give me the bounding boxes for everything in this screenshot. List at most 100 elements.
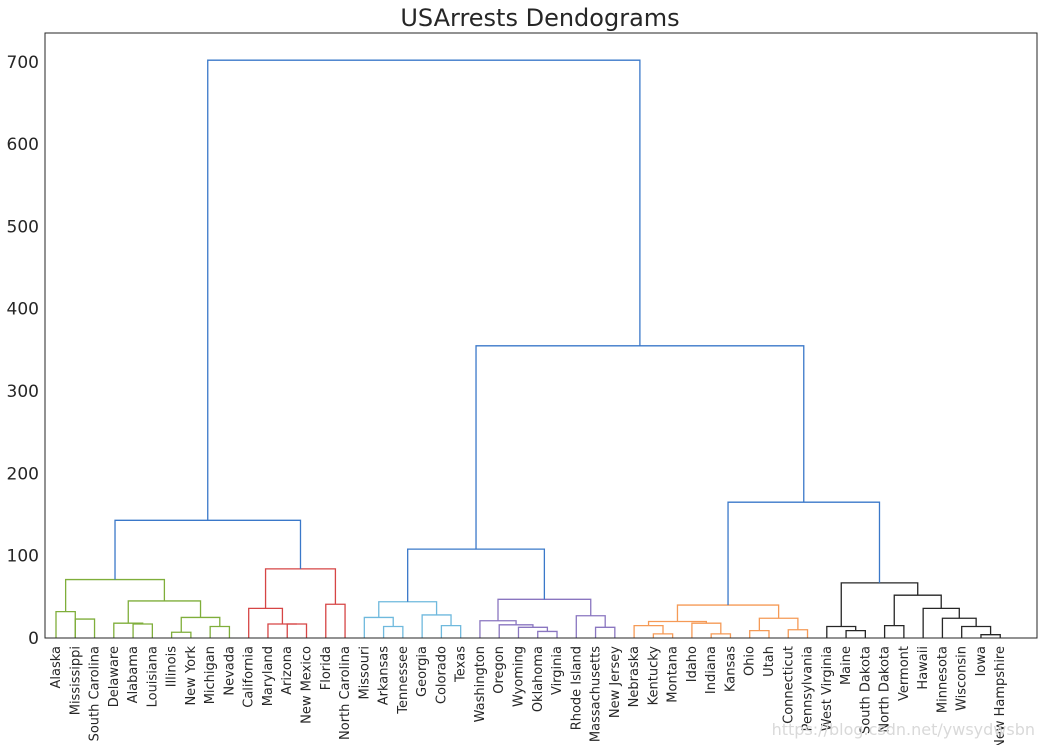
dendrogram-link (676, 604, 780, 622)
leaf-label: Delaware (107, 646, 122, 707)
leaf-label: Tennessee (396, 646, 411, 715)
leaf-label: Rhode Island (569, 646, 584, 730)
dendrogram-link (264, 568, 337, 609)
leaf-label: South Dakota (858, 646, 873, 734)
y-tick-label: 500 (7, 217, 39, 237)
y-tick-label: 600 (7, 135, 39, 155)
leaf-label: Georgia (415, 646, 430, 697)
leaf-label: Alaska (49, 646, 64, 689)
plot-frame (44, 32, 1038, 639)
dendrogram-link (727, 501, 881, 606)
dendrogram-link (180, 616, 221, 633)
dendrogram-link (475, 345, 805, 550)
leaf-label: Nebraska (627, 646, 642, 707)
leaf-label: Oklahoma (531, 646, 546, 712)
dendrogram-link (132, 623, 153, 638)
dendrogram-link (893, 594, 942, 626)
y-tick-label: 300 (7, 382, 39, 402)
leaf-label: Montana (666, 646, 681, 703)
leaf-label: Idaho (685, 646, 700, 682)
leaf-labels: Alaska Mississippi South Carolina Delaware A… (49, 646, 1008, 745)
leaf-label: Florida (319, 646, 334, 690)
leaf-label: Indiana (704, 646, 719, 694)
leaf-label: Missouri (357, 646, 372, 700)
dendrogram-link (64, 578, 166, 612)
leaf-label: Iowa (974, 646, 989, 676)
dendrogram-link (267, 623, 297, 638)
dendrogram-link (497, 598, 592, 621)
leaf-label: Illinois (165, 646, 180, 687)
leaf-label: Connecticut (781, 646, 796, 724)
dendrogram-link (207, 59, 641, 521)
dendrogram-link (127, 600, 202, 624)
dendrogram-link (691, 622, 722, 638)
dendrogram-link (633, 625, 664, 638)
leaf-label: Virginia (550, 646, 565, 695)
y-tick-label: 0 (28, 629, 39, 649)
leaf-label: New Hampshire (993, 646, 1008, 745)
leaf-label: Mississippi (68, 646, 83, 715)
y-tick-label: 700 (7, 53, 39, 73)
dendrogram-link (826, 625, 857, 638)
leaf-label: Vermont (897, 646, 912, 701)
leaf-label: California (242, 646, 257, 708)
dendrogram-link (575, 615, 606, 638)
dendrogram-link (363, 616, 394, 638)
leaf-label: Washington (473, 646, 488, 722)
leaf-label: Arkansas (377, 646, 392, 705)
watermark: https://blog.csdn.net/ywsydwsbn (771, 720, 1035, 739)
leaf-label: Colorado (434, 646, 449, 704)
dendrogram-link (479, 620, 517, 638)
leaf-label: Wisconsin (955, 646, 970, 711)
leaf-label: Kentucky (646, 646, 661, 706)
dendrogram-link (55, 611, 76, 638)
dendrogram-link (961, 625, 992, 638)
leaf-label: Maine (839, 646, 854, 685)
dendrogram-link (749, 629, 770, 638)
y-tick-label: 200 (7, 464, 39, 484)
leaf-label: Minnesota (935, 646, 950, 713)
dendrogram-links (55, 59, 1001, 638)
leaf-label: Michigan (203, 646, 218, 704)
leaf-label: Kansas (723, 646, 738, 692)
dendrogram-link (922, 607, 960, 638)
leaf-label: New York (184, 646, 199, 706)
dendrogram-link (286, 623, 308, 638)
leaf-label: Nevada (222, 646, 237, 696)
leaf-label: Ohio (743, 646, 758, 676)
dendrogram-link (845, 629, 866, 638)
dendrogram-link (537, 630, 558, 638)
leaf-label: Arizona (280, 646, 295, 695)
y-tick-label: 100 (7, 547, 39, 567)
leaf-label: Massachusetts (589, 646, 604, 742)
leaf-label: Hawaii (916, 646, 931, 690)
dendrogram-link (840, 582, 919, 627)
dendrogram-link (710, 633, 732, 638)
leaf-label: Pennsylvania (801, 646, 816, 731)
leaf-label: North Dakota (878, 646, 893, 733)
dendrogram-link (440, 625, 462, 638)
dendrogram-link (758, 617, 799, 631)
dendrogram-link (594, 626, 616, 638)
leaf-label: Utah (762, 646, 777, 677)
chart-title: USArrests Dendograms (400, 4, 679, 32)
dendrogram-link (517, 626, 549, 638)
leaf-label: North Carolina (338, 646, 353, 740)
dendrogram-link (74, 618, 96, 638)
dendrogram-link (170, 631, 192, 638)
dendrogram-link (382, 625, 404, 638)
leaf-label: Wyoming (511, 646, 526, 707)
leaf-label: Alabama (126, 646, 141, 703)
dendrogram-link (941, 617, 977, 638)
leaf-label: Maryland (261, 646, 276, 706)
dendrogram-link (209, 625, 231, 638)
dendrogram-link (248, 607, 284, 638)
dendrogram-link (407, 548, 546, 602)
dendrogram-link (113, 622, 144, 638)
leaf-label: Oregon (492, 646, 507, 694)
leaf-label: South Carolina (88, 646, 103, 741)
dendrogram-link (325, 603, 346, 638)
y-tick-label: 400 (7, 300, 39, 320)
y-axis: 0 100 200 300 400 500 600 700 (7, 53, 39, 649)
